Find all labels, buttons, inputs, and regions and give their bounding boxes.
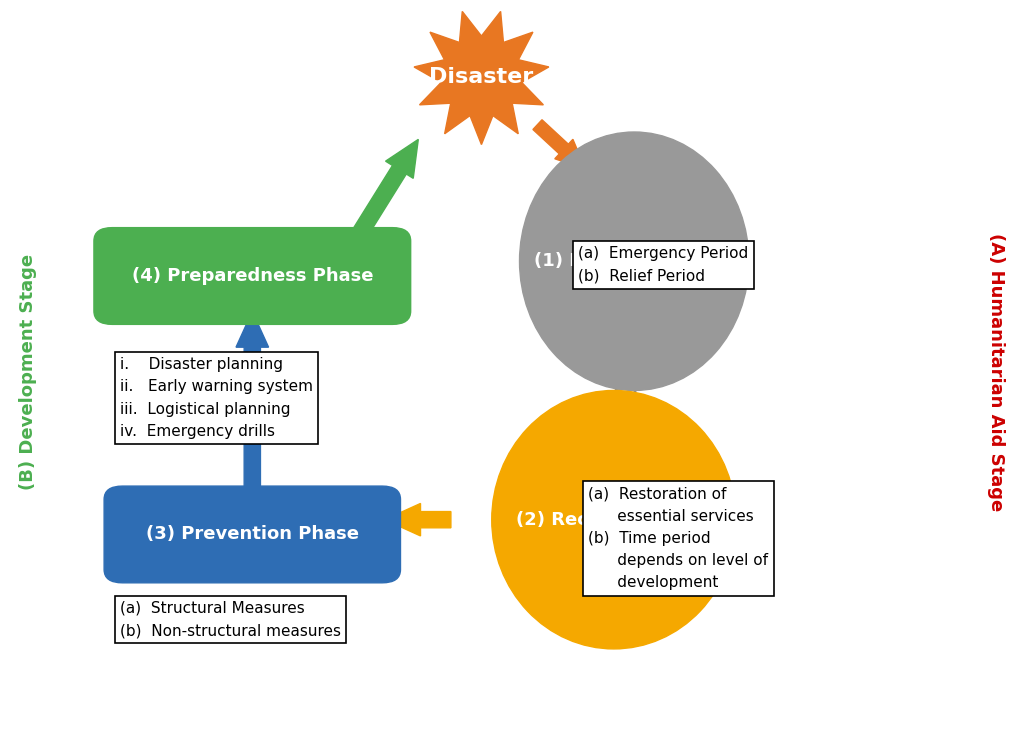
Text: (4) Preparedness Phase: (4) Preparedness Phase <box>131 267 373 285</box>
Polygon shape <box>532 120 586 169</box>
Polygon shape <box>340 139 418 258</box>
Text: (a)  Restoration of
      essential services
(b)  Time period
      depends on l: (a) Restoration of essential services (b… <box>589 487 768 590</box>
Text: i.    Disaster planning
ii.   Early warning system
iii.  Logistical planning
iv.: i. Disaster planning ii. Early warning s… <box>120 357 313 439</box>
Ellipse shape <box>519 132 749 391</box>
Text: (2) Recovery Phase: (2) Recovery Phase <box>516 510 712 529</box>
Polygon shape <box>609 377 642 413</box>
Text: (a)  Structural Measures
(b)  Non-structural measures: (a) Structural Measures (b) Non-structur… <box>120 601 341 638</box>
Text: (B) Development Stage: (B) Development Stage <box>19 254 37 490</box>
Polygon shape <box>414 11 549 144</box>
Text: (3) Prevention Phase: (3) Prevention Phase <box>145 525 358 543</box>
Text: (A) Humanitarian Aid Stage: (A) Humanitarian Aid Stage <box>987 233 1005 511</box>
Ellipse shape <box>492 391 736 649</box>
Text: (a)  Emergency Period
(b)  Relief Period: (a) Emergency Period (b) Relief Period <box>579 246 749 283</box>
Text: Disaster: Disaster <box>429 67 534 86</box>
FancyBboxPatch shape <box>104 486 400 583</box>
Polygon shape <box>385 504 451 536</box>
FancyBboxPatch shape <box>94 228 411 324</box>
Text: (1) Response Phase: (1) Response Phase <box>535 252 734 270</box>
Polygon shape <box>236 312 268 499</box>
